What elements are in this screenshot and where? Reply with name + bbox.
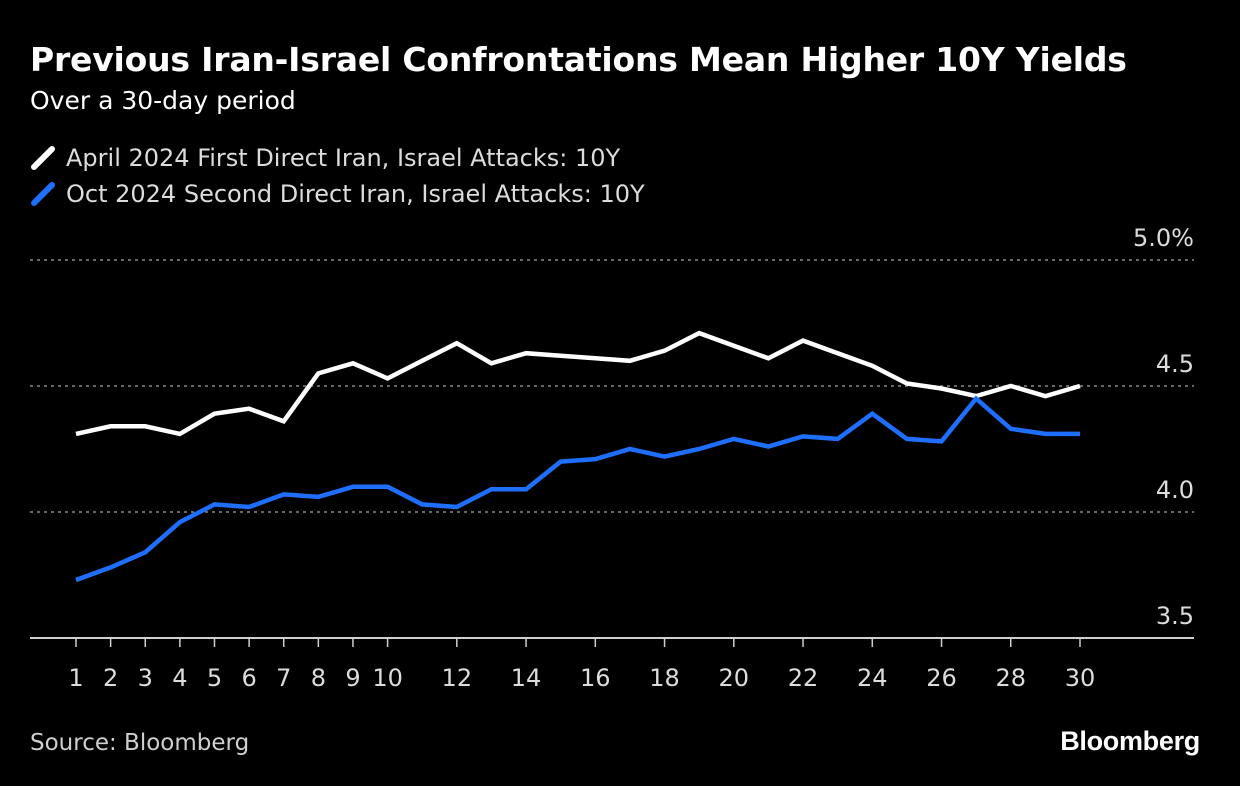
x-tick-label: 22 — [788, 664, 819, 692]
x-tick-label: 12 — [442, 664, 473, 692]
bloomberg-logo: Bloomberg — [1060, 726, 1200, 756]
x-tick-label: 20 — [719, 664, 750, 692]
x-tick-label: 9 — [345, 664, 360, 692]
y-tick-label: 4.5 — [1156, 350, 1194, 378]
series-line-april-2024 — [75, 330, 1081, 437]
x-tick-label: 24 — [857, 664, 888, 692]
x-tick-label: 8 — [311, 664, 326, 692]
legend-item-april: April 2024 First Direct Iran, Israel Att… — [30, 140, 645, 176]
legend-swatch-april — [31, 146, 55, 170]
x-tick-label: 6 — [241, 664, 256, 692]
legend-label-april: April 2024 First Direct Iran, Israel Att… — [66, 144, 621, 172]
y-tick-label: 3.5 — [1156, 602, 1194, 630]
source-note: Source: Bloomberg — [30, 730, 250, 756]
x-tick-label: 18 — [649, 664, 680, 692]
y-tick-label: 5.0% — [1133, 224, 1194, 252]
x-tick-label: 5 — [207, 664, 222, 692]
x-tick-label: 1 — [68, 664, 83, 692]
y-tick-label: 4.0 — [1156, 476, 1194, 504]
legend-label-oct: Oct 2024 Second Direct Iran, Israel Atta… — [66, 180, 645, 208]
x-tick-label: 3 — [138, 664, 153, 692]
x-tick-label: 16 — [580, 664, 611, 692]
legend-swatch-oct — [31, 182, 55, 206]
legend-swatch-line-april — [31, 146, 55, 170]
x-tick-label: 7 — [276, 664, 291, 692]
chart-subtitle: Over a 30-day period — [30, 86, 296, 115]
x-tick-label: 4 — [172, 664, 187, 692]
legend-swatch-line-oct — [31, 182, 55, 206]
legend: April 2024 First Direct Iran, Israel Att… — [30, 140, 645, 212]
x-tick-label: 26 — [926, 664, 957, 692]
chart-title: Previous Iran-Israel Confrontations Mean… — [30, 40, 1127, 79]
x-tick-label: 10 — [372, 664, 403, 692]
x-tick-label: 30 — [1065, 664, 1096, 692]
legend-item-oct: Oct 2024 Second Direct Iran, Israel Atta… — [30, 176, 645, 212]
series-line-oct-2024 — [75, 395, 1080, 583]
x-tick-label: 14 — [511, 664, 542, 692]
x-tick-label: 2 — [103, 664, 118, 692]
x-tick-label: 28 — [995, 664, 1026, 692]
